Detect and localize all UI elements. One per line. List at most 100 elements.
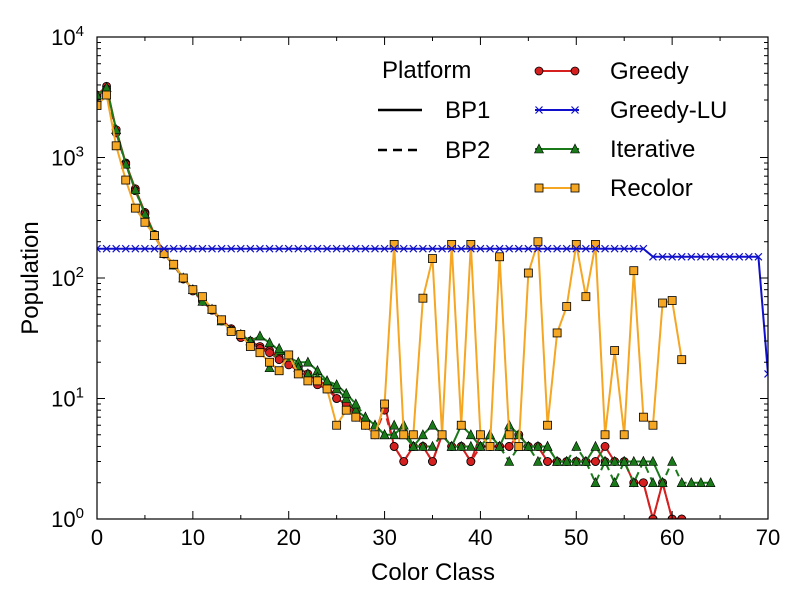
data-point [169,244,178,253]
x-tick-label: 20 [276,525,300,550]
data-point [380,399,389,409]
data-point [303,244,312,253]
data-point [706,252,715,261]
data-point [629,266,639,276]
data-point [629,244,638,253]
data-point [389,419,400,430]
data-point [427,440,438,451]
data-point [610,244,619,253]
data-point [591,457,600,466]
y-tick-label: 100 [51,505,84,532]
y-tick-label: 104 [51,23,84,50]
data-point [399,244,408,253]
data-point [313,244,322,253]
data-point [476,430,485,440]
series-iterative-bp1 [97,81,668,488]
data-point [428,457,437,466]
legend-marker [534,66,544,76]
data-point [696,252,705,261]
data-point [254,330,265,341]
data-point [97,244,101,253]
legend-marker [571,106,579,114]
data-point [351,244,360,253]
legend-platform-title: Platform [382,57,471,84]
data-point [226,327,236,336]
data-point [523,268,533,278]
data-point [561,455,572,466]
data-point [102,90,111,100]
x-tick-label: 70 [756,525,780,550]
data-point [188,285,198,295]
data-point [389,240,399,249]
data-point [97,89,102,100]
data-point [677,355,687,365]
data-point [620,244,629,253]
data-point [294,244,303,253]
data-point [428,244,437,253]
series-group [97,81,768,519]
data-point [438,244,447,253]
data-point [361,244,370,253]
data-point [609,477,620,488]
data-point [514,244,523,253]
data-point [677,252,686,261]
data-point [302,356,313,367]
data-point [476,244,485,253]
data-point [350,398,361,409]
series-line [97,94,683,448]
series-line [268,347,711,484]
x-tick-label: 60 [660,525,684,550]
data-point [668,252,677,261]
legend-marker [534,183,544,193]
data-point [466,240,476,249]
data-point [409,244,418,253]
data-point [552,455,563,466]
data-point [475,440,486,451]
data-point [647,455,658,466]
data-point [313,376,322,386]
legend-marker [534,143,544,154]
data-point [456,440,467,451]
data-point [657,477,668,488]
data-point [562,244,571,253]
data-point [131,244,140,253]
data-point [532,440,543,451]
data-point [121,175,131,185]
data-point [600,442,610,451]
data-point [638,478,648,488]
data-point [417,440,428,451]
data-point [590,477,601,488]
legend-series-label: Recolor [610,175,693,202]
data-point [639,244,648,253]
data-point [764,369,768,378]
data-point [524,244,533,253]
data-point [102,244,111,253]
data-point [648,514,658,519]
data-point [120,158,131,169]
data-point [667,455,678,466]
data-point [389,429,400,440]
data-point [686,477,697,488]
series-greedy-bp2 [97,84,687,519]
data-point [332,420,342,430]
data-point [571,455,582,466]
data-point [677,514,687,519]
data-point [695,477,706,488]
series-greedy-bp1 [97,81,687,519]
data-point [619,455,630,466]
data-point [341,405,351,415]
legend-platform-label: BP2 [445,137,490,164]
data-point [495,252,505,262]
data-point [600,430,610,440]
y-tick-label: 101 [51,385,84,412]
data-point [341,387,352,398]
data-point [628,477,639,488]
data-point [553,244,562,253]
data-point [255,348,265,358]
data-point [140,217,150,227]
data-point [667,296,677,305]
data-point [227,244,236,253]
data-point [601,244,609,253]
data-point [571,240,581,249]
